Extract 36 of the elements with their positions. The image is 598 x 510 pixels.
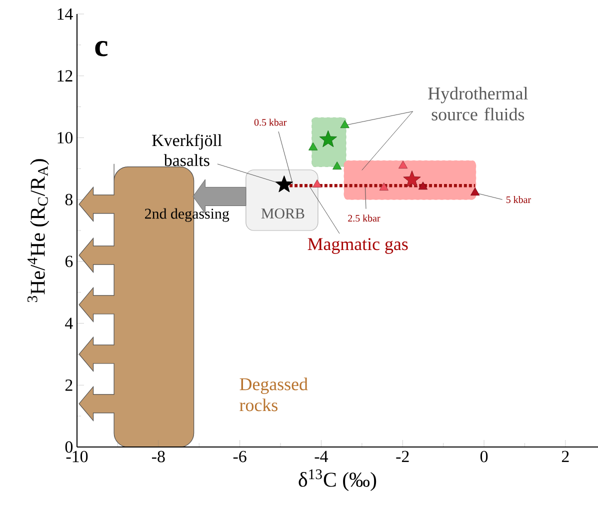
x-tick-label: -2 [396,450,409,462]
y-tick-label: 8 [65,194,73,206]
x-tick-label: -10 [66,450,88,462]
point [332,162,342,170]
y-tick-label: 14 [58,8,73,20]
x-tick-label: -4 [314,450,328,462]
point [403,170,421,188]
annotation: c [95,40,108,56]
point [308,142,318,150]
y-tick-label: 10 [58,132,73,144]
point [312,179,322,188]
x-tick-label: -8 [152,450,165,462]
y-tick-label: 4 [65,318,73,329]
y-axis-title: $^{3}$He/$^{4}$He (R$_{C}$/R$_{A}$) [27,159,50,302]
x-tick-label: 2 [562,450,569,462]
point [470,188,480,196]
point [340,120,350,128]
point [398,160,408,169]
annotation: 0.5 kbar [254,118,287,126]
annotation: Kverkfjöll basalts [152,134,222,166]
y-tick-label: 0 [65,441,73,453]
annotation: MORB [261,208,304,218]
x-axis-title: δ$^{13}$C (‰) [298,469,376,492]
annotation: 5 kbar [506,196,531,204]
point [379,182,388,191]
y-tick-label: 6 [65,256,73,268]
y-tick-label: 12 [58,70,72,82]
point [275,175,293,192]
annotation: Hydrothermal source fluids [428,86,528,120]
annotation: Magmatic gas [308,238,408,254]
x-tick-label: 0 [480,450,488,462]
x-tick-label: -6 [233,450,246,462]
y-tick-label: 2 [65,380,72,391]
annotation: 2.5 kbar [348,214,380,222]
annotation: Degassed rocks [240,378,308,412]
point [418,182,428,190]
